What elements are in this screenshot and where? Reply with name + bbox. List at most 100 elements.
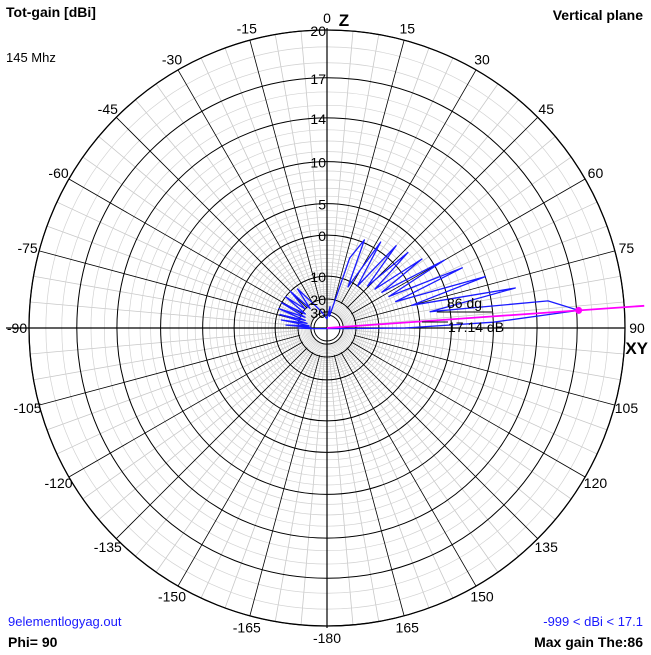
major-spoke	[39, 334, 301, 406]
minor-spoke	[331, 355, 380, 622]
minor-spoke	[30, 330, 300, 355]
minor-spoke	[349, 343, 572, 500]
minor-spoke	[348, 345, 556, 520]
minor-spoke	[354, 330, 624, 355]
minor-spoke	[46, 225, 301, 319]
angle-tick-label: -30	[162, 52, 182, 68]
minor-spoke	[82, 156, 305, 313]
radial-tick-label: 5	[318, 197, 326, 213]
minor-spoke	[338, 353, 454, 599]
minor-spoke	[354, 301, 624, 326]
angle-tick-label: -135	[94, 539, 122, 555]
radial-tick-label: 20	[310, 23, 326, 39]
angle-tick-label: 90	[629, 320, 645, 336]
angle-tick-label: -150	[158, 588, 186, 604]
angle-tick-label: 60	[588, 165, 604, 181]
minor-spoke	[336, 47, 430, 302]
radiation-pattern	[278, 239, 580, 330]
radial-tick-label: 20	[310, 292, 326, 308]
minor-spoke	[200, 353, 316, 599]
radial-tick-label: 10	[310, 155, 326, 171]
minor-spoke	[98, 345, 306, 520]
major-spoke	[68, 341, 303, 478]
major-spoke	[249, 40, 321, 302]
minor-spoke	[82, 343, 305, 500]
minor-spoke	[353, 225, 608, 319]
angle-tick-label: -165	[233, 619, 261, 635]
minor-spoke	[329, 31, 354, 301]
max-gain-point	[575, 306, 583, 314]
minor-spoke	[352, 339, 598, 455]
major-spoke	[177, 352, 314, 587]
radial-tick-label: 14	[310, 111, 326, 127]
minor-spoke	[46, 337, 301, 431]
major-spoke	[115, 116, 308, 309]
z-axis-label: Z	[339, 11, 349, 30]
minor-spoke	[224, 47, 318, 302]
angle-tick-label: -120	[45, 475, 73, 491]
minor-spoke	[98, 136, 306, 311]
minor-spoke	[224, 354, 318, 609]
angle-tick-label: 120	[584, 475, 608, 491]
minor-spoke	[135, 349, 310, 557]
major-spoke	[68, 178, 303, 315]
filename-label: 9elementlogyag.out	[8, 614, 122, 629]
major-spoke	[177, 69, 314, 304]
angle-tick-label: -45	[98, 101, 118, 117]
max-gain-line	[326, 304, 645, 329]
minor-spoke	[33, 332, 300, 381]
angle-tick-label: 105	[615, 400, 639, 416]
minor-spoke	[338, 57, 454, 303]
minor-spoke	[274, 355, 323, 622]
angle-tick-label: -15	[237, 21, 257, 37]
radial-tick-label: 17	[310, 71, 326, 87]
major-spoke	[39, 250, 301, 322]
major-spoke	[346, 347, 539, 540]
major-spoke	[353, 334, 615, 406]
angle-tick-label: 15	[399, 21, 415, 37]
angle-tick-label: 150	[470, 588, 494, 604]
minor-spoke	[300, 31, 325, 301]
minor-spoke	[56, 339, 302, 455]
max-gain-marker: 86 dg 17.14 dB	[326, 295, 645, 335]
xy-axis-label: XY	[625, 339, 648, 358]
minor-spoke	[329, 355, 354, 625]
radial-tick-label: 0	[318, 228, 326, 244]
major-spoke	[333, 40, 405, 302]
max-gain-value-label: 17.14 dB	[448, 319, 504, 335]
angle-tick-label: 165	[396, 619, 420, 635]
angle-tick-label: -90	[7, 320, 27, 336]
angle-tick-label: 75	[619, 240, 635, 256]
phi-label: Phi= 90	[8, 634, 58, 650]
pattern-trace	[278, 239, 580, 330]
minor-spoke	[344, 99, 519, 307]
minor-spoke	[30, 301, 300, 326]
major-spoke	[353, 250, 615, 322]
minor-spoke	[354, 275, 621, 324]
angle-tick-labels: 0153045607590105120135150165-180-165-150…	[7, 10, 645, 646]
major-spoke	[340, 352, 477, 587]
angle-tick-label: 30	[474, 52, 490, 68]
minor-spoke	[336, 354, 430, 609]
polar-grid	[6, 28, 626, 628]
minor-spoke	[300, 355, 325, 625]
minor-spoke	[33, 275, 300, 324]
minor-spoke	[56, 201, 302, 317]
angle-tick-label: 135	[535, 539, 559, 555]
minor-spoke	[342, 83, 499, 306]
minor-spoke	[274, 34, 323, 301]
minor-spoke	[349, 156, 572, 313]
max-angle-label: 86 dg	[447, 295, 482, 311]
major-spoke	[333, 354, 405, 616]
major-spoke	[249, 354, 321, 616]
angle-tick-label: 45	[538, 101, 554, 117]
minor-spoke	[354, 332, 621, 381]
minor-spoke	[155, 83, 312, 306]
angle-tick-label: -180	[313, 630, 341, 646]
minor-spoke	[331, 34, 380, 301]
minor-spoke	[135, 99, 310, 307]
angle-tick-label: 0	[323, 10, 331, 26]
max-gain-label: Max gain The:86	[534, 634, 643, 650]
